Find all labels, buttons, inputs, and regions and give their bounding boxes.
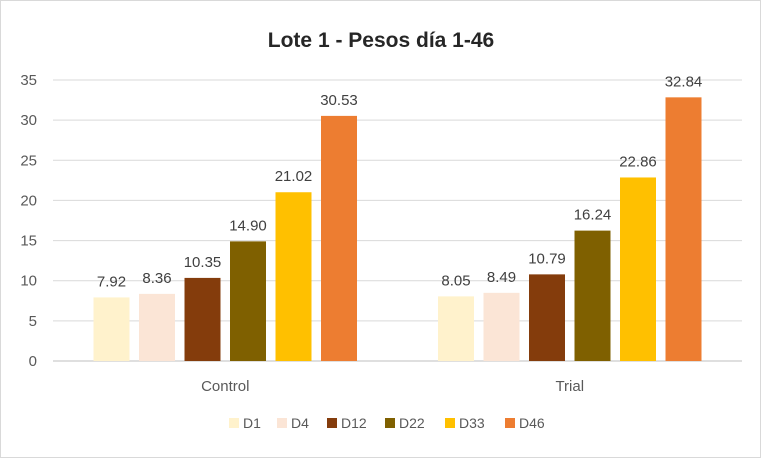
- y-axis-ticks: 0 5 10 15 20 25 30 35: [20, 72, 37, 370]
- bar-d22-control: [230, 241, 266, 361]
- data-labels: 7.92 8.36 10.35 14.90 21.02 30.53 8.05 8.49 10.7…: [97, 73, 702, 290]
- bar-d1-control: [93, 297, 130, 361]
- legend-swatch: [327, 418, 337, 428]
- y-tick-label: 15: [20, 233, 37, 250]
- x-category-label: Trial: [555, 378, 584, 395]
- bar-d4-trial: [483, 292, 520, 361]
- y-tick-label: 0: [29, 353, 37, 370]
- data-label: 21.02: [275, 168, 313, 185]
- data-label: 7.92: [97, 273, 126, 290]
- data-label: 10.35: [184, 254, 222, 271]
- data-label: 22.86: [619, 153, 657, 170]
- y-tick-label: 30: [20, 112, 37, 129]
- data-label: 16.24: [574, 207, 612, 224]
- y-tick-label: 5: [29, 313, 37, 330]
- bar-d46-control: [321, 115, 357, 361]
- bar-d12-trial: [529, 274, 565, 361]
- data-label: 10.79: [528, 250, 566, 267]
- data-label: 8.36: [142, 270, 171, 287]
- legend-item-d1: D1: [229, 415, 261, 431]
- bar-d33-trial: [620, 177, 656, 361]
- data-label: 8.49: [487, 269, 516, 286]
- bar-d12-control: [184, 277, 221, 361]
- legend-item-d22: D22: [385, 415, 425, 431]
- bar-d1-trial: [438, 296, 474, 361]
- legend-label: D1: [243, 415, 261, 431]
- legend-label: D4: [291, 415, 309, 431]
- data-label: 32.84: [665, 73, 703, 90]
- legend-label: D12: [341, 415, 367, 431]
- data-label: 14.90: [229, 217, 267, 234]
- bar-d33-control: [275, 192, 312, 361]
- x-axis-categories: Control Trial: [201, 378, 584, 395]
- x-category-label: Control: [201, 378, 249, 395]
- bar-d46-trial: [665, 97, 702, 362]
- legend-item-d12: D12: [327, 415, 367, 431]
- legend-label: D22: [399, 415, 425, 431]
- legend-item-d33: D33: [445, 415, 485, 431]
- bar-d4-control: [139, 293, 175, 361]
- y-tick-label: 20: [20, 192, 37, 209]
- legend-item-d4: D4: [277, 415, 309, 431]
- chart-title: Lote 1 - Pesos día 1-46: [268, 29, 494, 52]
- data-label: 8.05: [441, 272, 470, 289]
- y-tick-label: 35: [20, 72, 37, 89]
- legend-label: D46: [519, 415, 545, 431]
- legend-swatch: [505, 418, 515, 428]
- legend-label: D33: [459, 415, 485, 431]
- legend-swatch: [445, 418, 455, 428]
- legend-swatch: [229, 418, 239, 428]
- legend-item-d46: D46: [505, 415, 545, 431]
- y-tick-label: 25: [20, 152, 37, 169]
- bars: [93, 97, 702, 362]
- legend: D1 D4 D12 D22 D33 D46: [229, 415, 545, 431]
- bar-d22-trial: [574, 230, 611, 361]
- legend-swatch: [385, 418, 395, 428]
- data-label: 30.53: [320, 92, 358, 109]
- y-tick-label: 10: [20, 273, 37, 290]
- legend-swatch: [277, 418, 287, 428]
